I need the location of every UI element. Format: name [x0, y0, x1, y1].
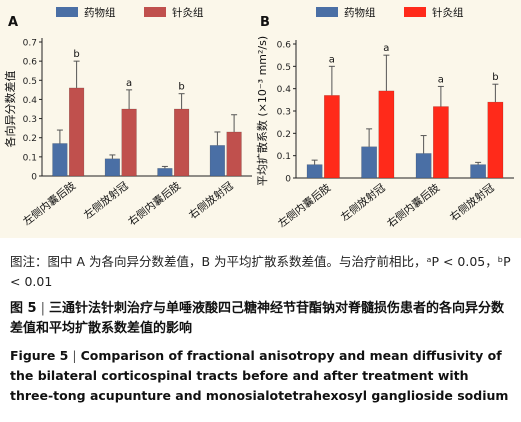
y-tick-label: 0.4 [277, 85, 292, 95]
caption-separator: | [72, 348, 77, 363]
y-tick-label: 0 [31, 173, 37, 183]
x-tick-label: 左侧内囊后肢 [275, 181, 333, 230]
caption-separator: | [40, 301, 45, 316]
bar [378, 90, 395, 179]
bar [487, 101, 504, 179]
significance-label: b [492, 72, 498, 83]
bar [306, 164, 323, 179]
legend-label: 针灸组 [432, 6, 464, 19]
y-tick-label: 0.2 [277, 130, 291, 140]
y-tick-label: 0.3 [23, 115, 37, 125]
x-tick-label: 右侧放射冠 [447, 181, 497, 224]
legend-swatch [316, 7, 338, 17]
bar [470, 164, 487, 179]
y-tick-label: 0.6 [277, 41, 292, 51]
figure-title-en: Comparison of fractional anisotropy and … [10, 348, 509, 403]
figure-label-cn: 图 5 [10, 301, 37, 316]
y-tick-label: 0.6 [23, 58, 38, 68]
legend-swatch [144, 7, 166, 17]
significance-label: a [329, 54, 335, 65]
y-tick-label: 0.5 [277, 63, 291, 73]
bar [157, 168, 173, 177]
legend-swatch [56, 7, 78, 17]
significance-label: a [383, 43, 389, 54]
bar [415, 153, 432, 179]
bar [361, 146, 377, 179]
bar [209, 145, 226, 177]
bar [69, 87, 85, 177]
significance-label: a [126, 78, 132, 89]
bar [433, 106, 449, 179]
figure-label-en: Figure 5 [10, 348, 69, 363]
significance-label: a [438, 74, 444, 85]
y-tick-label: 0.1 [23, 153, 37, 163]
bar [121, 108, 137, 177]
x-tick-label: 左侧放射冠 [338, 181, 388, 224]
y-tick-label: 0.3 [277, 108, 291, 118]
y-tick-label: 0.7 [23, 39, 37, 49]
legend-swatch [404, 7, 426, 17]
figure-caption-cn: 图 5 | 三通针法针刺治疗与单唾液酸四己糖神经节苷酯钠对脊髓损伤患者的各向异分数差… [10, 299, 515, 339]
y-axis-label: 平均扩散系数 (×10⁻³ mm²/s) [255, 36, 269, 186]
y-tick-label: 0 [285, 175, 291, 185]
panel-label: A [8, 15, 18, 30]
bar [52, 143, 68, 177]
figure-caption-en: Figure 5 | Comparison of fractional anisot… [10, 346, 515, 406]
legend-label: 药物组 [344, 6, 376, 19]
legend-label: 药物组 [84, 6, 116, 19]
x-tick-label: 左侧放射冠 [81, 179, 131, 222]
legend-label: 针灸组 [172, 6, 204, 19]
bar [104, 158, 121, 177]
figure-note: 图注：图中 A 为各向异分数差值，B 为平均扩散系数差值。与治疗前相比，ᵃP <… [10, 254, 511, 289]
bar [174, 108, 190, 177]
x-tick-label: 右侧放射冠 [186, 179, 236, 222]
y-tick-label: 0.5 [23, 77, 37, 87]
x-tick-label: 左侧内囊后肢 [20, 179, 78, 228]
x-tick-label: 右侧内囊后肢 [125, 179, 183, 228]
bar [226, 131, 242, 177]
chart-panel-b: B 0 0.1 0.2 0.3 0.4 0.5 0.6 平均扩散系数 (×10⁻³ mm²/s)… [255, 6, 514, 230]
significance-label: b [73, 49, 79, 60]
significance-label: b [178, 82, 184, 93]
bar [324, 95, 340, 179]
x-tick-label: 右侧内囊后肢 [384, 181, 442, 230]
chart-panel-a: A 0 0.1 0.2 0.3 0.4 0.5 0.6 0.7 各向异分数差值 药物组 针灸组 b 左侧内… [3, 6, 252, 228]
panel-label: B [260, 15, 270, 30]
y-tick-label: 0.1 [277, 152, 291, 162]
y-tick-label: 0.4 [23, 96, 38, 106]
y-axis-label: 各向异分数差值 [3, 71, 17, 148]
y-tick-label: 0.2 [23, 134, 37, 144]
figure-title-cn: 三通针法针刺治疗与单唾液酸四己糖神经节苷酯钠对脊髓损伤患者的各向异分数差值和平均… [10, 301, 504, 336]
